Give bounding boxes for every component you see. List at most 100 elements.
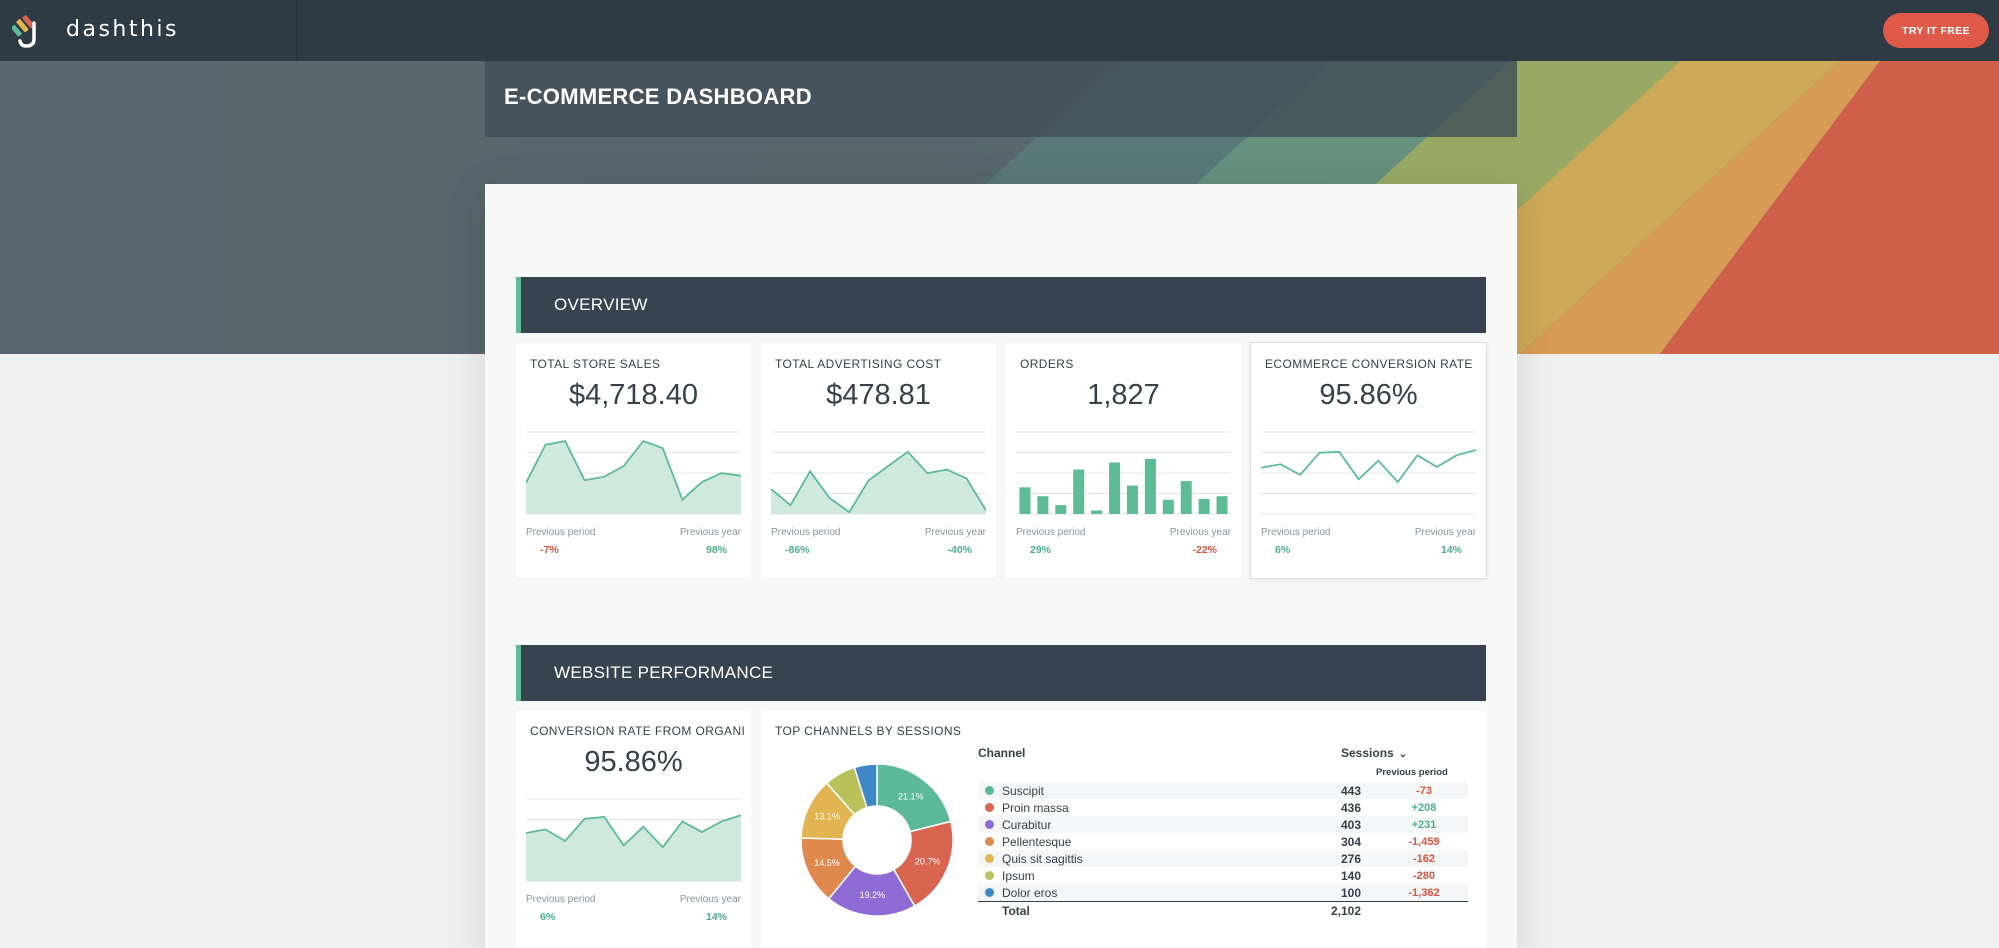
card-value: $4,718.40 xyxy=(568,379,698,411)
card-value: 95.86% xyxy=(584,746,683,778)
previous-year-change: 98% xyxy=(705,544,727,556)
channel-name: Quis sit sagittis xyxy=(1002,852,1083,866)
channel-sessions: 443 xyxy=(1340,784,1361,798)
area-line-chart xyxy=(526,798,741,882)
kpi-card-orders[interactable]: ORDERS 1,827 Previous period Previous ye… xyxy=(1006,343,1241,578)
table-row[interactable]: Pellentesque 304 -1,459 xyxy=(978,833,1468,850)
legend-dot-icon xyxy=(985,837,994,846)
channel-name: Dolor eros xyxy=(1002,886,1058,900)
channel-previous-period-change: -280 xyxy=(1412,870,1436,882)
previous-period-label: Previous period xyxy=(1261,527,1331,538)
dashthis-logo-icon[interactable] xyxy=(12,13,44,49)
previous-year-label: Previous year xyxy=(679,894,741,905)
chevron-down-icon[interactable]: ⌄ xyxy=(1398,749,1408,760)
table-row[interactable]: Quis sit sagittis 276 -162 xyxy=(978,850,1468,867)
channel-name: Ipsum xyxy=(1002,869,1035,883)
total-value: 2,102 xyxy=(1330,904,1361,918)
bar xyxy=(1162,499,1174,514)
previous-year-change: 14% xyxy=(705,911,727,923)
card-value: 1,827 xyxy=(1087,379,1160,411)
previous-period-label: Previous period xyxy=(771,527,841,538)
column-header-previous-period: Previous period xyxy=(1376,767,1448,778)
section-header-website-performance[interactable]: WEBSITE PERFORMANCE xyxy=(516,645,1486,701)
legend-dot-icon xyxy=(985,803,994,812)
card-value: 95.86% xyxy=(1319,379,1418,411)
top-navbar: dashthis TRY IT FREE xyxy=(0,0,1999,61)
table-row[interactable]: Ipsum 140 -280 xyxy=(978,867,1468,884)
card-title: TOTAL STORE SALES xyxy=(530,357,661,371)
bar xyxy=(1055,505,1067,514)
channel-previous-period-change: -73 xyxy=(1416,785,1432,797)
channel-previous-period-change: -1,459 xyxy=(1408,836,1440,848)
kpi-card-ecommerce-conversion-rate[interactable]: ECOMMERCE CONVERSION RATE 95.86% Previou… xyxy=(1251,343,1486,578)
previous-period-label: Previous period xyxy=(1016,527,1086,538)
series-line xyxy=(526,814,741,849)
table-row[interactable]: Curabitur 403 +231 xyxy=(978,816,1468,833)
channel-name: Suscipit xyxy=(1002,784,1045,798)
kpi-card-total-store-sales[interactable]: TOTAL STORE SALES $4,718.40 Previous per… xyxy=(516,343,751,578)
channel-name: Proin massa xyxy=(1002,801,1069,815)
kpi-card-conversion-rate-organic[interactable]: CONVERSION RATE FROM ORGANI 95.86% Previ… xyxy=(516,710,751,948)
channel-name: Pellentesque xyxy=(1002,835,1072,849)
slice-label: 13.1% xyxy=(814,812,840,822)
top-channels-card[interactable]: TOP CHANNELS BY SESSIONS 21.1% 20.7% 19.2%… xyxy=(761,710,1486,948)
table-row[interactable]: Suscipit 443 -73 xyxy=(978,782,1468,799)
previous-year-change: -40% xyxy=(947,544,972,556)
total-label: Total xyxy=(1002,904,1030,918)
channel-previous-period-change: -1,362 xyxy=(1408,887,1440,899)
sparkline-chart xyxy=(526,431,741,515)
card-title: TOP CHANNELS BY SESSIONS xyxy=(775,724,962,738)
previous-period-label: Previous period xyxy=(526,894,596,905)
previous-period-change: -7% xyxy=(540,544,559,556)
previous-year-label: Previous year xyxy=(924,527,986,538)
bar xyxy=(1109,462,1121,514)
channel-sessions: 276 xyxy=(1340,852,1361,866)
section-header-overview[interactable]: OVERVIEW xyxy=(516,277,1486,333)
previous-period-change: 6% xyxy=(540,911,556,923)
series-line xyxy=(1261,449,1476,484)
section-title: OVERVIEW xyxy=(554,295,648,314)
area-fill xyxy=(526,815,741,881)
sessions-header-label: Sessions xyxy=(1341,746,1394,760)
section-title: WEBSITE PERFORMANCE xyxy=(554,663,774,682)
total-divider xyxy=(978,901,1468,902)
try-it-free-button[interactable]: TRY IT FREE xyxy=(1883,13,1989,48)
previous-period-label: Previous period xyxy=(526,527,596,538)
series-line xyxy=(526,440,741,502)
series-line xyxy=(771,450,986,514)
bar xyxy=(1019,487,1031,514)
legend-dot-icon xyxy=(985,871,994,880)
previous-year-change: 14% xyxy=(1440,544,1462,556)
dashboard-panel: OVERVIEW TOTAL STORE SALES $4,718.40 Pre… xyxy=(485,184,1517,948)
card-title: ECOMMERCE CONVERSION RATE xyxy=(1265,357,1473,371)
legend-dot-icon xyxy=(985,786,994,795)
bar xyxy=(1126,485,1138,514)
channel-sessions: 403 xyxy=(1340,818,1361,832)
channel-sessions: 436 xyxy=(1340,801,1361,815)
channel-previous-period-change: +231 xyxy=(1411,819,1437,831)
column-header-channel[interactable]: Channel xyxy=(978,746,1026,760)
table-row[interactable]: Dolor eros 100 -1,362 xyxy=(978,884,1468,901)
page-title: E-COMMERCE DASHBOARD xyxy=(504,84,812,109)
channel-sessions: 100 xyxy=(1340,886,1361,900)
bar xyxy=(1073,469,1085,514)
channel-sessions: 304 xyxy=(1340,835,1361,849)
channels-donut-chart: 21.1% 20.7% 19.2% 14.5% 13.1% xyxy=(800,763,954,917)
donut-slice xyxy=(853,763,878,809)
table-row[interactable]: Proin massa 436 +208 xyxy=(978,799,1468,816)
previous-year-label: Previous year xyxy=(1169,527,1231,538)
previous-period-change: 29% xyxy=(1030,544,1052,556)
card-value: $478.81 xyxy=(826,379,931,411)
column-header-sessions[interactable]: Sessions ⌄ xyxy=(1341,746,1407,760)
card-title: CONVERSION RATE FROM ORGANI xyxy=(530,724,745,738)
previous-year-label: Previous year xyxy=(679,527,741,538)
brand-name[interactable]: dashthis xyxy=(66,17,179,42)
previous-year-label: Previous year xyxy=(1414,527,1476,538)
logo-area: dashthis xyxy=(0,0,297,61)
previous-period-change: -86% xyxy=(785,544,810,556)
title-band: E-COMMERCE DASHBOARD xyxy=(485,61,1517,137)
kpi-card-total-advertising-cost[interactable]: TOTAL ADVERTISING COST $478.81 Previous … xyxy=(761,343,996,578)
legend-dot-icon xyxy=(985,820,994,829)
bar xyxy=(1091,510,1103,514)
legend-dot-icon xyxy=(985,888,994,897)
